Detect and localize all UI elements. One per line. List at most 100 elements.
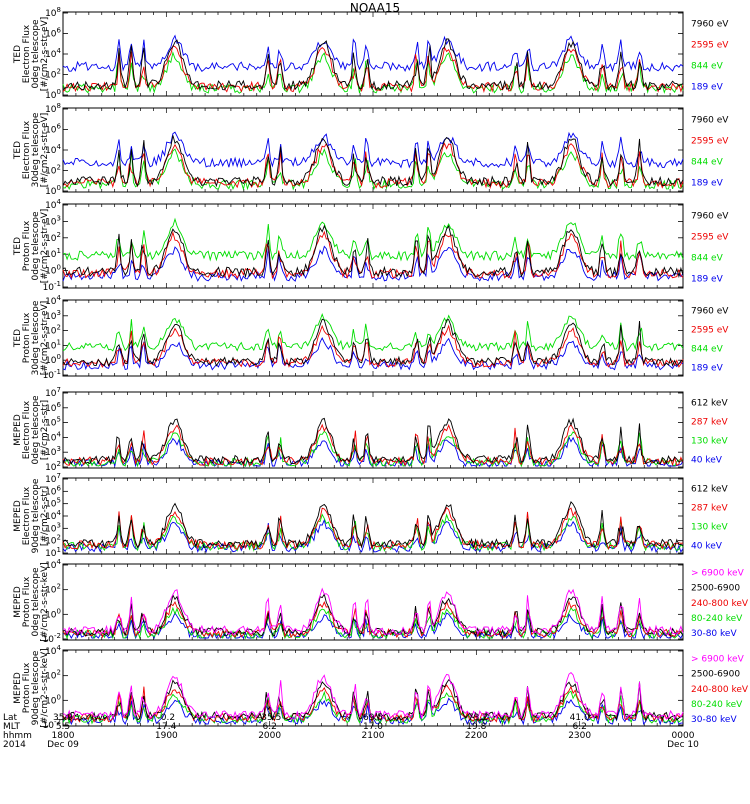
legend-entry: 30-80 keV <box>691 715 737 725</box>
series-line-4 <box>62 131 684 169</box>
y-tick-label: 100 <box>45 353 61 366</box>
y-tick-label: 10-2 <box>43 718 61 731</box>
y-tick-label: 105 <box>45 416 61 429</box>
series-line-1 <box>62 224 684 279</box>
legend-entry: 189 eV <box>691 275 724 285</box>
legend-entry: 240-800 keV <box>691 685 749 695</box>
y-tick-label: 10-1 <box>43 368 61 381</box>
panel-8: MEPED Proton Flux 90deg telescope [#/cm2-s-… <box>13 648 749 727</box>
legend-entry: 7960 eV <box>691 116 729 126</box>
y-axis-label-line: 0deg telescope <box>31 567 41 637</box>
x-hhmm-value: 1800 <box>52 731 75 741</box>
x-mlt-value: 17.4 <box>156 722 176 732</box>
x-row-label: 2014 <box>3 740 26 750</box>
y-axis-label-line: Proton Flux <box>22 312 32 363</box>
y-tick-label: 102 <box>45 534 61 547</box>
x-mlt-value: 6.2 <box>263 722 277 732</box>
series-line-1 <box>62 135 684 188</box>
y-tick-label: 100 <box>45 88 61 101</box>
series-line-4 <box>62 336 684 371</box>
y-axis-label-line: Proton Flux <box>22 576 32 627</box>
x-lat-value: -35.5 <box>258 713 281 723</box>
y-tick-label: 102 <box>45 231 61 244</box>
x-mlt-value: 5.5 <box>56 722 70 732</box>
y-tick-label: 103 <box>45 309 61 322</box>
y-axis-label-line: [#/cm2-s-str-eV] <box>40 113 50 188</box>
x-hhmm-value: 2000 <box>258 731 281 741</box>
series-line-3 <box>62 684 684 724</box>
x-lat-value: -0.2 <box>158 713 176 723</box>
y-tick-label: 105 <box>45 497 61 510</box>
y-axis-label-line: 30deg telescope <box>31 300 41 375</box>
x-hhmm-value: 1900 <box>155 731 178 741</box>
series-line-3 <box>62 312 684 352</box>
legend-entry: 844 eV <box>691 344 724 354</box>
legend-entry: 130 keV <box>691 522 728 532</box>
y-axis-label-line: Electron Flux <box>22 486 32 545</box>
legend-entry: 7960 eV <box>691 212 729 222</box>
y-axis-label-line: TED <box>13 329 23 348</box>
y-axis-label-line: 90deg telescope <box>31 650 41 725</box>
series-line-1 <box>62 38 684 91</box>
panel-frame <box>62 391 684 469</box>
y-axis-label-line: Proton Flux <box>22 220 32 271</box>
x-hhmm-value: 2100 <box>362 731 385 741</box>
panel-3: TED Proton Flux 0deg telescope [#/cm2-s-str… <box>13 203 729 289</box>
legend-entry: 40 keV <box>691 455 723 465</box>
x-date-value: Dec 10 <box>667 740 699 750</box>
panel-7: MEPED Proton Flux 0deg telescope [#/cm2-s-s… <box>13 562 749 641</box>
legend-entry: 844 eV <box>691 254 724 264</box>
legend-entry: 844 eV <box>691 62 724 72</box>
x-mlt-value: 19.8 <box>466 722 486 732</box>
y-tick-label: 104 <box>45 644 61 657</box>
x-lat-value: 69.5 <box>363 713 383 723</box>
y-axis-label: MEPED Electron Flux 0deg telescope [#/cm2-s… <box>13 395 50 465</box>
legend-entry: 80-240 keV <box>691 614 743 624</box>
legend-entry: 287 keV <box>691 503 728 513</box>
legend-entry: 2595 eV <box>691 41 729 51</box>
panel-5: MEPED Electron Flux 0deg telescope [#/cm2-s… <box>13 391 728 469</box>
series-line-4 <box>62 518 684 554</box>
x-lat-value: 41.0 <box>570 713 590 723</box>
x-lat-value: -73.2 <box>465 713 488 723</box>
panel-2: TED Electron Flux 30deg telescope [#/cm2-s-… <box>13 107 729 193</box>
y-tick-label: 10-2 <box>43 632 61 645</box>
y-tick-label: 104 <box>45 558 61 571</box>
y-axis-label-line: TED <box>13 45 23 64</box>
series-line-3 <box>62 217 684 262</box>
series-line-1 <box>62 417 684 466</box>
y-axis-label-line: [#/cm2-s-str-eV] <box>40 17 50 92</box>
y-tick-label: 103 <box>45 445 61 458</box>
series-line-1 <box>62 318 683 367</box>
y-axis-label-line: 0deg telescope <box>31 395 41 465</box>
y-axis-label-line: [#/cm2-s-str-keV] <box>40 648 50 727</box>
y-axis-label-line: Electron Flux <box>22 400 32 459</box>
y-tick-label: 102 <box>45 164 61 177</box>
panel-frame <box>62 203 684 289</box>
x-hhmm-value: 2300 <box>568 731 591 741</box>
y-tick-label: 102 <box>45 669 61 682</box>
series-line-2 <box>62 324 684 368</box>
x-hhmm-value: 0000 <box>672 731 695 741</box>
y-tick-label: 106 <box>45 484 61 497</box>
y-axis-label-line: 0deg telescope <box>31 19 41 89</box>
y-axis-label: MEPED Proton Flux 0deg telescope [#/cm2-s-s… <box>13 562 50 641</box>
x-date-value: Dec 09 <box>47 740 79 750</box>
series-line-3 <box>62 51 684 94</box>
series-line-4 <box>62 606 684 640</box>
legend-entry: > 6900 keV <box>691 568 745 578</box>
y-tick-label: 102 <box>45 68 61 81</box>
legend-entry: 2500-6900 <box>691 584 740 594</box>
y-axis-label-line: MEPED <box>13 586 23 618</box>
y-axis-label-line: TED <box>13 237 23 256</box>
y-axis-label: TED Proton Flux 0deg telescope [#/cm2-s-str… <box>13 209 50 284</box>
y-tick-label: 104 <box>45 509 61 522</box>
y-axis-label-line: MEPED <box>13 500 23 532</box>
x-row-label: MLT <box>3 722 21 732</box>
legend-entry: 240-800 keV <box>691 599 749 609</box>
y-tick-label: 102 <box>45 583 61 596</box>
y-axis-label-line: [#/cm2-s-str-eV] <box>40 301 50 376</box>
y-tick-label: 101 <box>45 338 61 351</box>
